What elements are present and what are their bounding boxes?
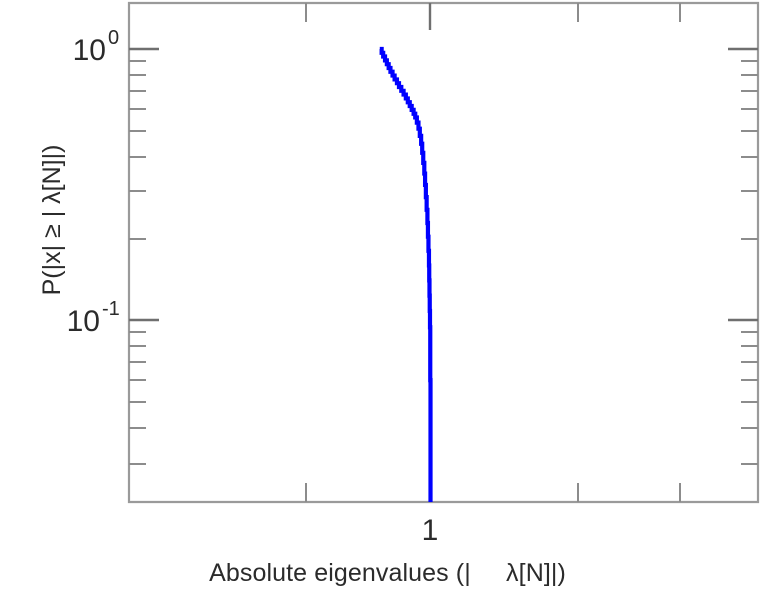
y-tick-label-1e0: 10 0 bbox=[73, 27, 120, 67]
plot-frame bbox=[127, 1, 760, 504]
y-tick-label-1e-1: 10 -1 bbox=[67, 298, 120, 338]
x-tick-label-1: 1 bbox=[422, 514, 439, 547]
y-tick-label-1e-1-exponent: -1 bbox=[102, 298, 120, 320]
x-axis-ticks-bottom bbox=[305, 478, 681, 502]
y-axis-ticks-left bbox=[129, 47, 159, 465]
y-tick-label-1e0-mantissa: 10 bbox=[73, 34, 106, 67]
y-tick-label-1e-1-mantissa: 10 bbox=[67, 305, 100, 338]
x-axis-title: Absolute eigenvalues (| λ[N]|) bbox=[209, 559, 566, 587]
y-axis-ticks-right bbox=[728, 47, 758, 465]
x-axis-ticks-top bbox=[305, 3, 681, 30]
y-tick-label-1e0-exponent: 0 bbox=[108, 27, 119, 49]
ccdf-step-curve bbox=[379, 46, 433, 502]
